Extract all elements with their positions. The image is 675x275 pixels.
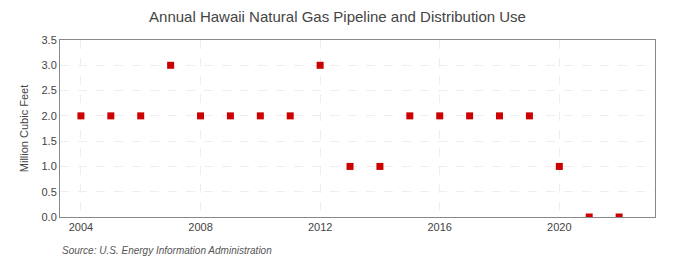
svg-text:3.0: 3.0: [42, 59, 57, 71]
svg-text:2.0: 2.0: [42, 110, 57, 122]
svg-text:Annual Hawaii Natural Gas Pipe: Annual Hawaii Natural Gas Pipeline and D…: [149, 8, 526, 25]
svg-text:0.0: 0.0: [42, 211, 57, 223]
svg-text:2016: 2016: [427, 221, 451, 233]
svg-text:2004: 2004: [69, 221, 93, 233]
svg-text:2.5: 2.5: [42, 84, 57, 96]
svg-text:2020: 2020: [547, 221, 571, 233]
svg-text:Million Cubic Feet: Million Cubic Feet: [18, 85, 30, 172]
svg-text:1.0: 1.0: [42, 160, 57, 172]
svg-text:Source: U.S. Energy Informatio: Source: U.S. Energy Information Administ…: [62, 245, 272, 256]
svg-text:0.5: 0.5: [42, 186, 57, 198]
svg-text:2008: 2008: [188, 221, 212, 233]
svg-text:3.5: 3.5: [42, 34, 57, 46]
svg-text:2012: 2012: [308, 221, 332, 233]
svg-text:1.5: 1.5: [42, 135, 57, 147]
